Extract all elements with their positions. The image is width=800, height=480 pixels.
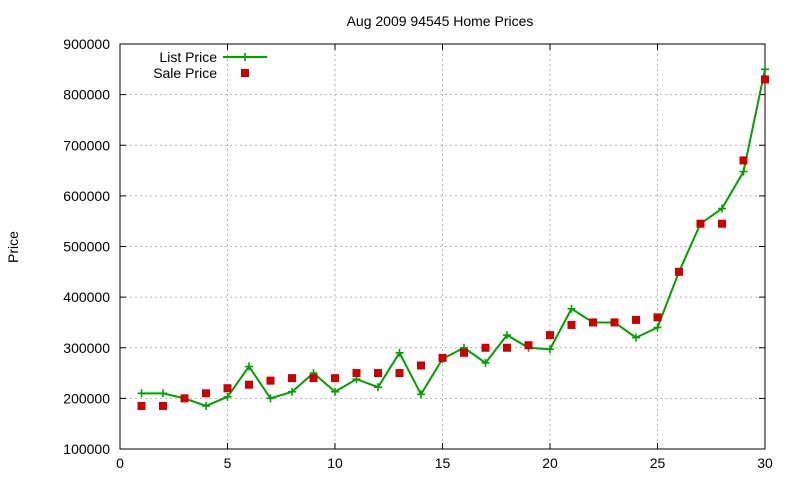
x-tick-label: 5 <box>224 455 232 471</box>
sale-price-point <box>180 394 189 403</box>
sale-price-point <box>761 75 769 84</box>
list-price-point <box>718 204 726 213</box>
list-price-line <box>141 69 766 407</box>
sale-price-point <box>374 369 382 378</box>
y-tick-label: 500000 <box>63 239 110 255</box>
x-tick-label: 15 <box>435 455 451 471</box>
legend-item-list-price: List Price <box>159 49 267 65</box>
list-price-point <box>202 401 210 410</box>
sale-price-point <box>223 384 232 393</box>
list-price-point <box>417 390 425 399</box>
y-axis-label: Price <box>5 231 21 263</box>
x-tick-label: 20 <box>542 455 558 471</box>
sale-price-point <box>610 318 619 327</box>
y-tick-label: 200000 <box>63 390 110 406</box>
x-tick-label: 10 <box>327 455 343 471</box>
legend-label: Sale Price <box>153 65 217 81</box>
sale-price-point <box>460 348 468 357</box>
y-tick-label: 100000 <box>63 441 110 457</box>
sale-price-point <box>524 341 533 350</box>
sale-price-point <box>675 267 683 276</box>
sale-price-point <box>696 219 705 228</box>
list-price-point <box>395 348 404 357</box>
y-tick-label: 400000 <box>63 289 110 305</box>
sale-price-series <box>137 75 769 410</box>
sale-price-point <box>589 318 597 327</box>
sale-price-point <box>653 313 662 322</box>
sale-price-point <box>159 401 167 410</box>
sale-price-point <box>331 374 339 383</box>
list-price-point <box>159 389 167 398</box>
sale-price-point <box>266 376 275 385</box>
y-tick-label: 800000 <box>63 87 110 103</box>
sale-price-point <box>503 343 511 352</box>
list-price-point <box>653 323 662 332</box>
list-price-point <box>374 383 382 392</box>
list-price-point <box>223 392 232 401</box>
list-price-point <box>761 65 769 74</box>
sale-price-point <box>137 401 146 410</box>
sale-price-point <box>632 315 640 324</box>
sale-price-point <box>481 343 490 352</box>
list-price-point <box>331 387 339 396</box>
list-price-point <box>546 345 554 354</box>
x-tick-label: 30 <box>757 455 773 471</box>
list-price-series <box>137 65 769 410</box>
list-price-point <box>288 387 296 396</box>
list-price-point <box>266 394 275 403</box>
sale-price-point <box>245 380 253 389</box>
x-tick-label: 0 <box>116 455 124 471</box>
x-tick-label: 25 <box>650 455 666 471</box>
legend-swatch-marker <box>241 69 249 77</box>
list-price-point <box>137 389 146 398</box>
list-price-point <box>632 333 640 342</box>
y-tick-label: 900000 <box>63 36 110 52</box>
plot-frame <box>119 43 766 450</box>
legend-label: List Price <box>159 49 217 65</box>
grid <box>120 44 765 449</box>
list-price-point <box>739 167 748 176</box>
legend-swatch-marker <box>241 53 249 61</box>
y-tick-label: 300000 <box>63 340 110 356</box>
y-tick-label: 600000 <box>63 188 110 204</box>
series-layer <box>137 65 769 410</box>
sale-price-point <box>395 369 404 378</box>
sale-price-point <box>288 374 296 383</box>
sale-price-point <box>718 219 726 228</box>
sale-price-point <box>309 374 318 383</box>
y-tick-label: 700000 <box>63 137 110 153</box>
list-price-point <box>245 362 253 371</box>
legend-item-sale-price: Sale Price <box>153 65 249 81</box>
sale-price-point <box>546 331 554 340</box>
list-price-point <box>481 358 490 367</box>
sale-price-point <box>352 369 361 378</box>
sale-price-point <box>567 320 576 329</box>
sale-price-point <box>739 156 748 165</box>
axis-ticks: 0 5 10 15 20 25 30 100000 200000 300000 400000 5000… <box>63 36 773 471</box>
sale-price-point <box>202 389 210 398</box>
list-price-point <box>567 304 576 313</box>
list-price-point <box>503 331 511 340</box>
sale-price-point <box>417 361 425 370</box>
sale-price-point <box>438 353 447 362</box>
chart-title: Aug 2009 94545 Home Prices <box>347 13 534 29</box>
